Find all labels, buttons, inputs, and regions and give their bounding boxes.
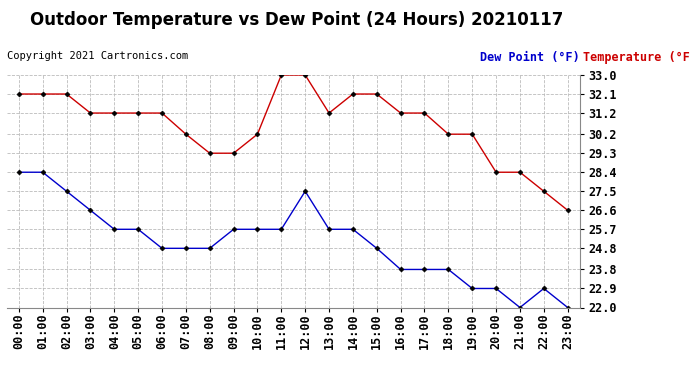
Text: Temperature (°F): Temperature (°F) xyxy=(583,51,690,64)
Text: Dew Point (°F): Dew Point (°F) xyxy=(480,51,580,64)
Text: Copyright 2021 Cartronics.com: Copyright 2021 Cartronics.com xyxy=(7,51,188,61)
Text: Outdoor Temperature vs Dew Point (24 Hours) 20210117: Outdoor Temperature vs Dew Point (24 Hou… xyxy=(30,11,564,29)
